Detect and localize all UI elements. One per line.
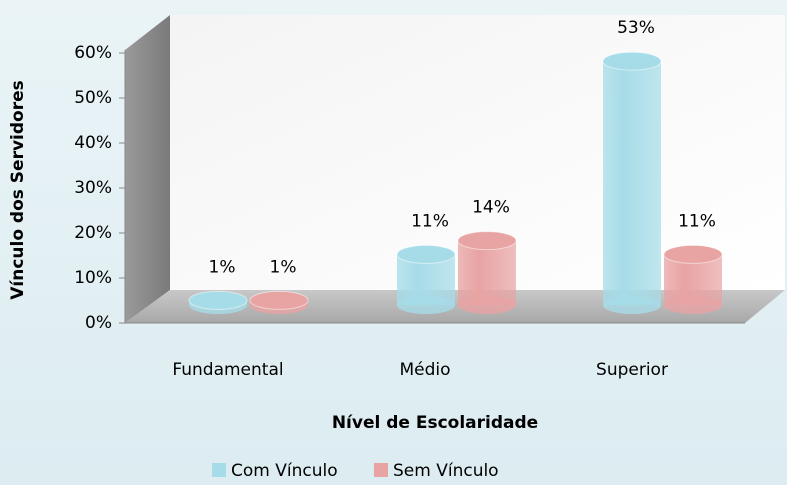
y-tick-label: 0% — [85, 313, 112, 333]
legend-label: Com Vínculo — [231, 461, 338, 481]
y-tick-label: 20% — [74, 223, 112, 243]
side-wall — [125, 15, 170, 323]
value-label: 11% — [411, 211, 449, 231]
value-label: 53% — [617, 18, 655, 38]
legend-swatch — [374, 463, 388, 477]
x-tick-label: Superior — [596, 360, 668, 380]
x-tick-label: Médio — [399, 360, 450, 380]
value-label: 14% — [472, 198, 510, 218]
bar-top — [188, 290, 248, 310]
x-axis-title: Nível de Escolaridade — [332, 413, 538, 433]
y-axis-title: Vínculo dos Servidores — [8, 80, 28, 300]
bar — [603, 61, 661, 306]
y-tick-label: 60% — [74, 43, 112, 63]
y-tick-label: 10% — [74, 268, 112, 288]
x-tick-label: Fundamental — [172, 360, 283, 380]
bar-top — [602, 51, 662, 71]
y-tick-label: 30% — [74, 178, 112, 198]
legend-swatch — [212, 463, 226, 477]
bar-top — [663, 244, 723, 264]
value-label: 1% — [209, 257, 236, 277]
value-label: 1% — [270, 257, 297, 277]
value-label: 11% — [678, 211, 716, 231]
bar-top — [396, 244, 456, 264]
y-tick-label: 50% — [74, 88, 112, 108]
bar-top — [249, 290, 309, 310]
y-tick-label: 40% — [74, 133, 112, 153]
bar-top — [457, 231, 517, 251]
legend-label: Sem Vínculo — [393, 461, 499, 481]
bar — [458, 240, 516, 305]
